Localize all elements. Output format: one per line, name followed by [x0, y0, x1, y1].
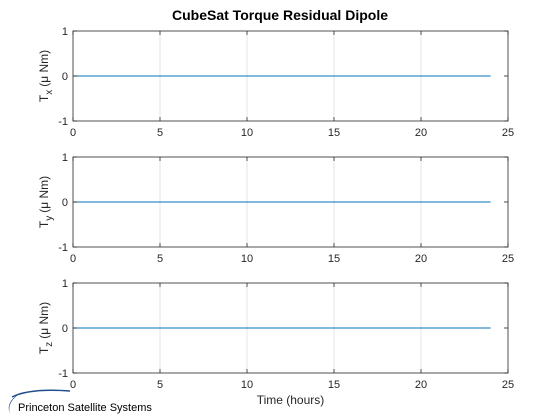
y-axis-label: Tx (μ Nm) [37, 50, 55, 102]
y-tick-label: -1 [58, 368, 68, 380]
y-axis-label-symbol: T [37, 94, 51, 102]
brand-logo: Princeton Satellite Systems [8, 389, 152, 414]
x-tick-label: 20 [415, 253, 427, 265]
logo-arc-icon [11, 389, 71, 398]
y-axis-label-subscript: y [44, 216, 55, 221]
x-tick-label: 10 [241, 253, 253, 265]
x-tick-label: 25 [502, 253, 514, 265]
chart-title: CubeSat Torque Residual Dipole [172, 7, 388, 23]
y-axis-label-unit: (μ Nm) [37, 50, 51, 87]
x-tick-label: 5 [157, 379, 163, 391]
y-axis-label-unit: (μ Nm) [37, 302, 51, 339]
x-tick-label: 15 [328, 379, 340, 391]
x-tick-label: 20 [415, 379, 427, 391]
x-tick-label: 15 [328, 127, 340, 139]
y-tick-label: -1 [58, 242, 68, 254]
y-axis-label-symbol: T [37, 220, 51, 228]
y-tick-label: -1 [58, 116, 68, 128]
y-axis-label-subscript: x [44, 90, 55, 95]
x-axis-label: Time (hours) [257, 393, 325, 407]
brand-name: Princeton Satellite Systems [18, 402, 152, 414]
x-tick-label: 20 [415, 127, 427, 139]
x-tick-label: 10 [241, 127, 253, 139]
y-tick-label: 1 [62, 152, 68, 164]
y-axis-label: Ty (μ Nm) [37, 176, 55, 228]
y-axis-label: Tz (μ Nm) [37, 302, 55, 354]
y-axis-label-unit: (μ Nm) [37, 176, 51, 213]
x-tick-label: 15 [328, 253, 340, 265]
x-tick-label: 0 [70, 379, 76, 391]
x-tick-label: 5 [157, 127, 163, 139]
y-tick-label: 1 [62, 278, 68, 290]
y-tick-label: 1 [62, 26, 68, 38]
y-tick-label: 0 [62, 197, 68, 209]
x-tick-label: 25 [502, 127, 514, 139]
y-tick-label: 0 [62, 323, 68, 335]
y-axis-label-subscript: z [44, 342, 55, 347]
x-tick-label: 25 [502, 379, 514, 391]
x-tick-label: 10 [241, 379, 253, 391]
x-tick-label: 0 [70, 253, 76, 265]
y-tick-label: 0 [62, 71, 68, 83]
x-tick-label: 5 [157, 253, 163, 265]
y-axis-label-symbol: T [37, 346, 51, 354]
x-tick-label: 0 [70, 127, 76, 139]
